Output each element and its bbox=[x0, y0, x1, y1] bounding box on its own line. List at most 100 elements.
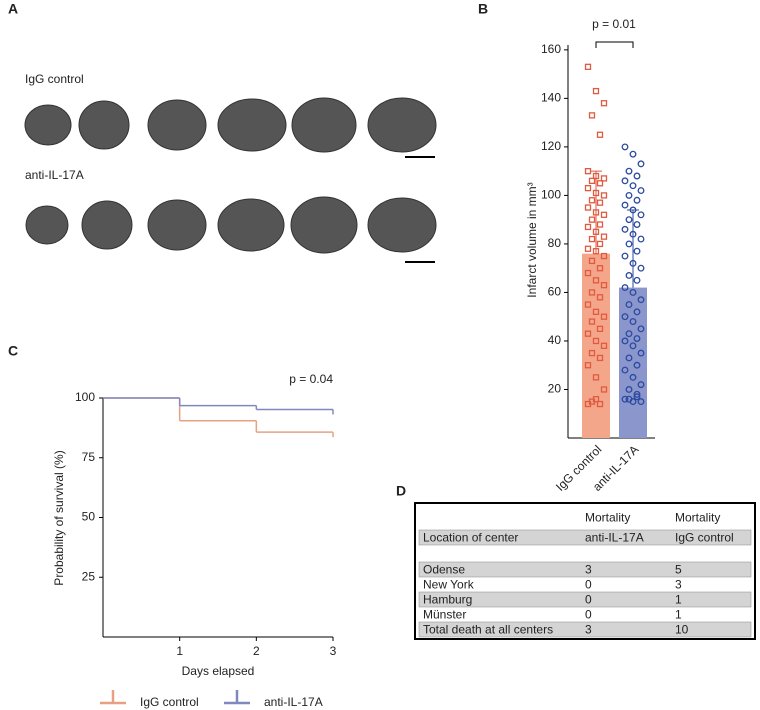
y-axis-label: Probability of survival (%) bbox=[52, 450, 66, 585]
point bbox=[592, 248, 600, 255]
point bbox=[629, 230, 637, 238]
point bbox=[596, 180, 604, 187]
x-tick-label: 2 bbox=[253, 644, 260, 658]
table-cell: 1 bbox=[675, 608, 682, 622]
point bbox=[588, 318, 596, 325]
point bbox=[621, 225, 629, 233]
point bbox=[596, 221, 604, 228]
y-axis-label: Infarct volume in mm³ bbox=[525, 182, 539, 297]
point bbox=[592, 228, 600, 235]
point bbox=[637, 349, 645, 357]
point bbox=[637, 264, 645, 272]
legend-label: IgG control bbox=[140, 695, 199, 709]
point bbox=[633, 393, 641, 401]
point bbox=[629, 288, 637, 296]
table-cell: anti-IL-17A bbox=[585, 531, 644, 545]
point bbox=[625, 216, 633, 224]
table-cell: 3 bbox=[585, 623, 592, 637]
point bbox=[637, 381, 645, 389]
point bbox=[637, 160, 645, 168]
point bbox=[596, 294, 604, 301]
point bbox=[621, 177, 629, 185]
table: Mortality Mortality Location of center anti… bbox=[414, 502, 756, 640]
point bbox=[584, 184, 592, 192]
brain-images bbox=[24, 97, 437, 263]
table-border bbox=[414, 502, 756, 640]
point bbox=[584, 223, 592, 231]
point bbox=[625, 191, 633, 199]
point bbox=[637, 296, 645, 304]
point bbox=[637, 211, 645, 219]
table-cell: 3 bbox=[675, 578, 682, 592]
point bbox=[592, 337, 600, 345]
point bbox=[588, 177, 596, 185]
point bbox=[621, 284, 629, 292]
brain bbox=[25, 205, 69, 245]
brain bbox=[367, 197, 437, 253]
table-cell: 3 bbox=[585, 563, 592, 577]
point bbox=[600, 192, 608, 199]
point bbox=[621, 366, 629, 374]
point bbox=[633, 172, 641, 180]
point bbox=[600, 175, 608, 182]
table-cell: 0 bbox=[585, 578, 592, 592]
y-tick-label: 50 bbox=[82, 510, 96, 524]
y-tick-label: 25 bbox=[82, 569, 96, 583]
point bbox=[588, 197, 596, 204]
table-cell: 10 bbox=[675, 623, 689, 637]
point bbox=[592, 189, 600, 197]
point bbox=[600, 211, 608, 218]
error-bar bbox=[627, 209, 639, 288]
point bbox=[637, 235, 645, 243]
brain bbox=[24, 104, 72, 146]
row-shade bbox=[418, 621, 752, 638]
row-shade bbox=[418, 591, 752, 608]
point bbox=[625, 167, 633, 175]
point bbox=[592, 308, 600, 316]
point bbox=[621, 252, 629, 260]
point bbox=[588, 349, 596, 357]
point bbox=[625, 354, 633, 362]
point bbox=[600, 252, 608, 260]
point bbox=[592, 396, 600, 403]
point bbox=[633, 390, 641, 398]
legend-symbol bbox=[100, 690, 126, 705]
y-tick-label: 20 bbox=[548, 382, 562, 396]
y-tick-label: 60 bbox=[548, 285, 562, 299]
point bbox=[600, 342, 608, 349]
point bbox=[600, 233, 608, 240]
point bbox=[584, 301, 592, 308]
panel-label: B bbox=[478, 1, 488, 17]
point bbox=[584, 204, 592, 211]
point bbox=[625, 272, 633, 279]
row-label: anti-IL-17A bbox=[25, 168, 84, 182]
point bbox=[633, 308, 641, 316]
point bbox=[584, 63, 592, 70]
bar bbox=[619, 287, 647, 438]
y-tick-label: 100 bbox=[75, 390, 95, 404]
table-cell: Mortality bbox=[675, 511, 720, 525]
point bbox=[584, 362, 592, 369]
y-tick-label: 40 bbox=[548, 333, 562, 347]
point bbox=[621, 337, 629, 345]
brain bbox=[217, 98, 287, 152]
point bbox=[633, 196, 641, 204]
bracket bbox=[595, 41, 634, 48]
point bbox=[621, 201, 629, 209]
brain bbox=[81, 200, 133, 250]
point bbox=[584, 330, 592, 337]
point bbox=[588, 216, 596, 223]
point bbox=[600, 100, 608, 107]
point bbox=[625, 386, 633, 393]
point bbox=[584, 245, 592, 252]
y-tick-label: 140 bbox=[541, 91, 561, 105]
point bbox=[629, 206, 637, 214]
point bbox=[600, 282, 608, 289]
legend-label: anti-IL-17A bbox=[264, 695, 323, 709]
point bbox=[625, 301, 633, 309]
point bbox=[592, 172, 600, 180]
table-cell: Hamburg bbox=[423, 593, 472, 607]
point bbox=[596, 354, 604, 362]
x-tick-label: 1 bbox=[176, 644, 183, 658]
